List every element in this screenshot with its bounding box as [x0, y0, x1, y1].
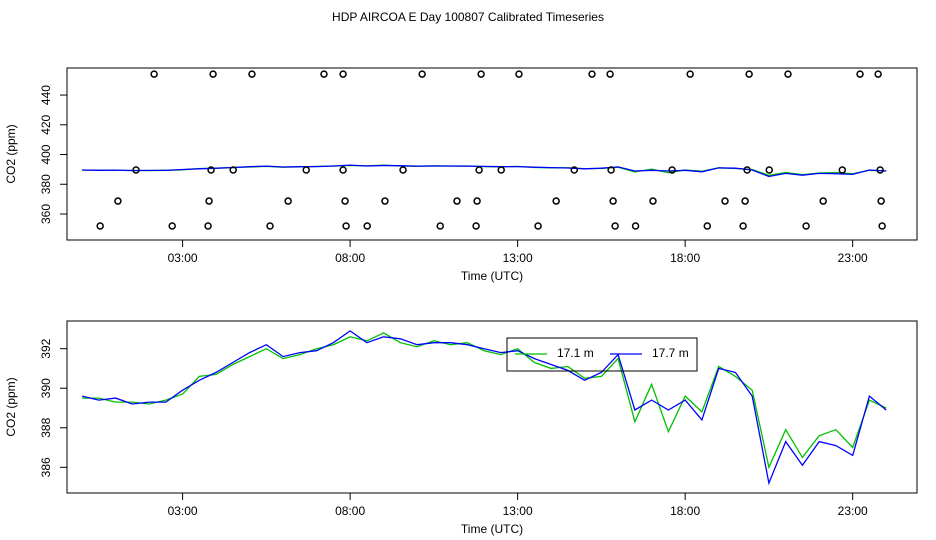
- series-line: [81, 330, 887, 486]
- legend-box: [506, 337, 698, 372]
- x-tick-label: 03:00: [168, 251, 198, 265]
- flag-point: [745, 70, 753, 78]
- flag-point: [475, 166, 483, 174]
- flag-point: [552, 197, 560, 205]
- flag-point: [320, 70, 328, 78]
- flag-point: [802, 222, 810, 230]
- flag-point: [606, 70, 614, 78]
- flag-point: [248, 70, 256, 78]
- flag-point: [339, 70, 347, 78]
- y-tick-label: 388: [39, 417, 53, 437]
- x-tick-label: 13:00: [503, 504, 533, 518]
- flag-point: [784, 70, 792, 78]
- y-tick-label: 390: [39, 378, 53, 398]
- x-tick-label: 18:00: [670, 504, 700, 518]
- x-tick-label: 18:00: [670, 251, 700, 265]
- legend-label: 17.1 m: [557, 346, 594, 360]
- flag-point: [132, 166, 140, 174]
- flag-point: [609, 197, 617, 205]
- y-tick-label: 440: [39, 85, 53, 105]
- flag-point: [668, 166, 676, 174]
- x-axis-label: Time (UTC): [461, 269, 523, 283]
- x-tick-label: 08:00: [335, 251, 365, 265]
- flag-point: [819, 197, 827, 205]
- x-tick-label: 03:00: [168, 504, 198, 518]
- flag-point: [515, 70, 523, 78]
- x-tick-label: 08:00: [335, 504, 365, 518]
- flag-point: [570, 166, 579, 174]
- flag-point: [205, 197, 213, 205]
- x-tick-label: 23:00: [838, 504, 868, 518]
- flag-point: [436, 222, 444, 230]
- flag-point: [703, 222, 712, 230]
- flag-point: [877, 197, 885, 205]
- flag-point: [229, 166, 237, 174]
- x-tick-label: 13:00: [503, 251, 533, 265]
- flag-point: [739, 222, 747, 230]
- flag-point: [472, 222, 480, 230]
- flag-point: [534, 222, 542, 230]
- flag-point: [204, 222, 212, 230]
- flag-point: [607, 166, 615, 174]
- flag-point: [418, 70, 426, 78]
- y-tick-label: 400: [39, 144, 53, 164]
- flag-point: [838, 166, 847, 174]
- x-axis-label: Time (UTC): [461, 522, 523, 536]
- flag-point: [649, 197, 657, 205]
- y-axis-label: CO2 (ppm): [4, 377, 18, 436]
- y-tick-label: 360: [39, 204, 53, 224]
- flag-point: [473, 197, 481, 205]
- flag-point: [878, 222, 886, 230]
- flag-point: [631, 222, 640, 230]
- flag-point: [497, 166, 505, 174]
- flag-point: [453, 197, 461, 205]
- flag-point: [209, 70, 217, 78]
- flag-point: [611, 222, 619, 230]
- flag-point: [168, 222, 176, 230]
- figure-title: HDP AIRCOA E Day 100807 Calibrated Times…: [332, 10, 604, 24]
- flag-point: [381, 197, 389, 205]
- flag-point: [874, 70, 882, 78]
- flag-point: [686, 70, 694, 78]
- flag-point: [477, 70, 485, 78]
- y-tick-label: 380: [39, 174, 53, 194]
- flag-point: [284, 197, 292, 205]
- y-tick-label: 392: [39, 338, 53, 358]
- flag-point: [150, 70, 158, 78]
- flag-point: [207, 166, 215, 174]
- flag-point: [302, 166, 310, 174]
- y-tick-label: 420: [39, 114, 53, 134]
- legend-label: 17.7 m: [652, 346, 689, 360]
- flag-point: [741, 197, 749, 205]
- series-line: [82, 164, 887, 178]
- flag-point: [721, 197, 729, 205]
- flag-point: [399, 166, 407, 174]
- y-axis-label: CO2 (ppm): [4, 124, 18, 183]
- y-tick-label: 386: [39, 457, 53, 477]
- flag-point: [339, 166, 347, 174]
- flag-point: [96, 222, 104, 230]
- flag-point: [588, 70, 596, 78]
- flag-point: [765, 166, 773, 174]
- flag-point: [856, 70, 864, 78]
- flag-point: [876, 166, 884, 174]
- flag-point: [743, 166, 751, 174]
- flag-point: [266, 222, 274, 230]
- flag-point: [342, 222, 350, 230]
- x-tick-label: 23:00: [838, 251, 868, 265]
- flag-point: [114, 197, 122, 205]
- flag-point: [341, 197, 349, 205]
- series-line: [82, 332, 887, 470]
- flag-point: [363, 222, 371, 230]
